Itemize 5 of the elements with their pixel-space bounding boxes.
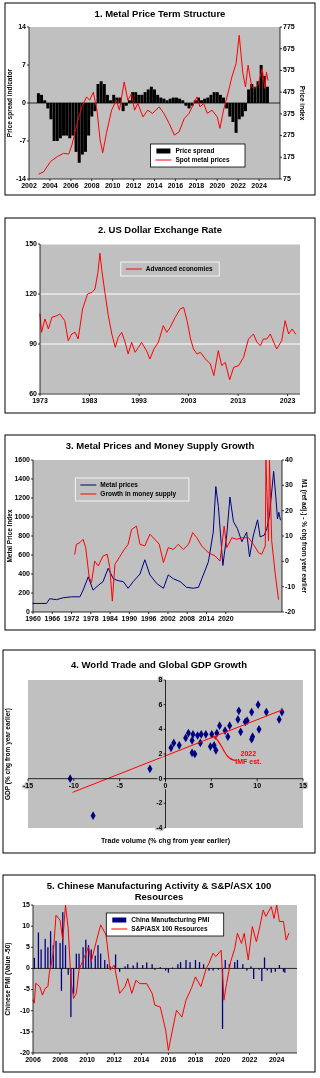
chart-title: 3. Metal Prices and Money Supply Growth xyxy=(65,440,255,451)
chart-title: 4. World Trade and Global GDP Growth xyxy=(71,659,248,670)
chart-title: 2. US Dollar Exchange Rate xyxy=(97,224,223,235)
chart-title: 5. Chinese Manufacturing Activity & S&P/ASX 100 Resources xyxy=(46,880,272,902)
chart-title: 1. Metal Price Term Structure xyxy=(94,8,226,19)
